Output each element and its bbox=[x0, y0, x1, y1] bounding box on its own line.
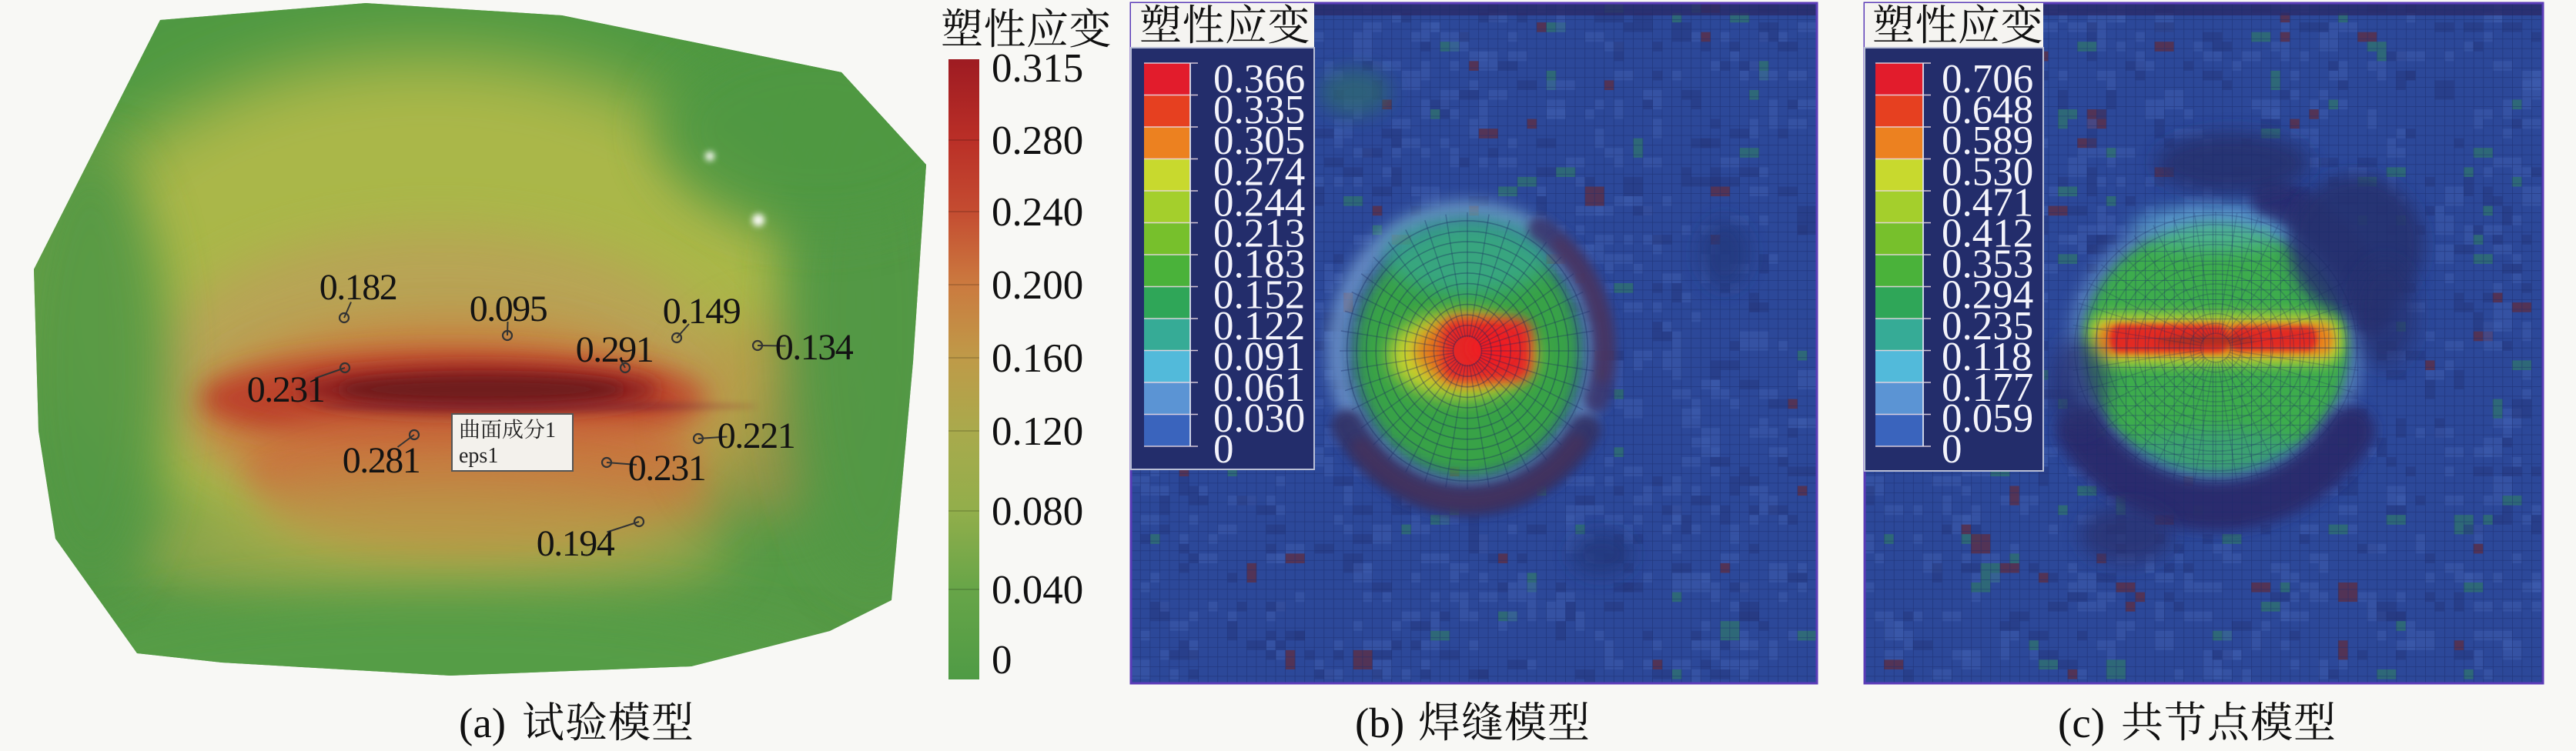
svg-text:0.152: 0.152 bbox=[1213, 273, 1305, 318]
svg-text:0.231: 0.231 bbox=[628, 448, 706, 489]
svg-text:0.149: 0.149 bbox=[663, 291, 741, 332]
svg-text:0.291: 0.291 bbox=[576, 329, 654, 370]
svg-text:0.213: 0.213 bbox=[1213, 212, 1305, 256]
svg-text:0.183: 0.183 bbox=[1213, 242, 1305, 287]
svg-text:0.095: 0.095 bbox=[470, 289, 547, 329]
svg-text:0.589: 0.589 bbox=[1942, 118, 2033, 163]
svg-text:0.648: 0.648 bbox=[1942, 88, 2033, 132]
svg-text:(a): (a) bbox=[459, 699, 506, 746]
svg-text:1: 1 bbox=[545, 419, 556, 442]
svg-text:0: 0 bbox=[1942, 427, 1962, 472]
svg-text:0.200: 0.200 bbox=[992, 263, 1083, 308]
svg-text:0.530: 0.530 bbox=[1942, 149, 2033, 194]
svg-text:0.231: 0.231 bbox=[247, 369, 325, 410]
svg-text:0.177: 0.177 bbox=[1942, 365, 2033, 410]
svg-text:0.118: 0.118 bbox=[1942, 335, 2032, 379]
svg-text:0.030: 0.030 bbox=[1213, 396, 1305, 441]
svg-text:0.182: 0.182 bbox=[319, 267, 397, 308]
svg-text:(b): (b) bbox=[1355, 699, 1404, 746]
svg-text:0.080: 0.080 bbox=[992, 489, 1083, 534]
svg-text:0.059: 0.059 bbox=[1942, 396, 2033, 441]
svg-text:0.091: 0.091 bbox=[1213, 335, 1305, 379]
svg-text:eps1: eps1 bbox=[459, 444, 498, 468]
svg-text:0.040: 0.040 bbox=[992, 568, 1083, 612]
svg-text:0: 0 bbox=[1213, 427, 1234, 472]
svg-text:0.061: 0.061 bbox=[1213, 365, 1305, 410]
svg-text:0.240: 0.240 bbox=[992, 190, 1083, 235]
svg-text:0.353: 0.353 bbox=[1942, 242, 2033, 287]
svg-text:0.281: 0.281 bbox=[343, 440, 420, 481]
svg-text:0.315: 0.315 bbox=[992, 46, 1083, 91]
svg-text:0: 0 bbox=[992, 638, 1012, 683]
svg-text:0.706: 0.706 bbox=[1942, 57, 2033, 102]
svg-text:0.160: 0.160 bbox=[992, 336, 1083, 381]
svg-text:0.471: 0.471 bbox=[1942, 180, 2033, 225]
svg-text:0.244: 0.244 bbox=[1213, 180, 1305, 225]
svg-text:0.221: 0.221 bbox=[718, 416, 795, 456]
svg-text:0.305: 0.305 bbox=[1213, 118, 1305, 163]
svg-text:0.294: 0.294 bbox=[1942, 273, 2033, 318]
svg-text:0.280: 0.280 bbox=[992, 118, 1083, 163]
svg-text:0.274: 0.274 bbox=[1213, 149, 1305, 194]
svg-text:0.412: 0.412 bbox=[1942, 212, 2033, 256]
svg-text:0.335: 0.335 bbox=[1213, 88, 1305, 132]
svg-text:0.194: 0.194 bbox=[537, 523, 615, 564]
svg-text:0.122: 0.122 bbox=[1213, 304, 1305, 349]
svg-text:0.120: 0.120 bbox=[992, 409, 1083, 454]
svg-text:0.235: 0.235 bbox=[1942, 304, 2033, 349]
svg-text:0.134: 0.134 bbox=[775, 327, 854, 368]
svg-text:0.366: 0.366 bbox=[1213, 57, 1305, 102]
svg-text:(c): (c) bbox=[2058, 699, 2105, 746]
